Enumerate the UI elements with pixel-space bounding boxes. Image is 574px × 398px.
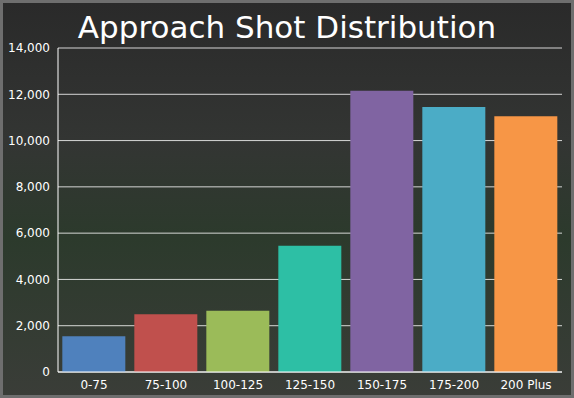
svg-text:4,000: 4,000 bbox=[16, 273, 50, 287]
svg-text:12,000: 12,000 bbox=[8, 88, 50, 102]
svg-text:10,000: 10,000 bbox=[8, 134, 50, 148]
svg-text:150-175: 150-175 bbox=[357, 378, 407, 392]
svg-text:0: 0 bbox=[42, 365, 50, 379]
svg-text:2,000: 2,000 bbox=[16, 319, 50, 333]
svg-text:200 Plus: 200 Plus bbox=[500, 378, 551, 392]
svg-text:0-75: 0-75 bbox=[80, 378, 107, 392]
svg-text:100-125: 100-125 bbox=[213, 378, 263, 392]
svg-text:125-150: 125-150 bbox=[285, 378, 335, 392]
svg-text:175-200: 175-200 bbox=[429, 378, 479, 392]
svg-text:8,000: 8,000 bbox=[16, 180, 50, 194]
svg-text:6,000: 6,000 bbox=[16, 226, 50, 240]
html-text:Approach Shot Distribution: Approach Shot Distribution bbox=[77, 9, 497, 45]
svg-text:75-100: 75-100 bbox=[145, 378, 188, 392]
svg-text:14,000: 14,000 bbox=[8, 41, 50, 55]
